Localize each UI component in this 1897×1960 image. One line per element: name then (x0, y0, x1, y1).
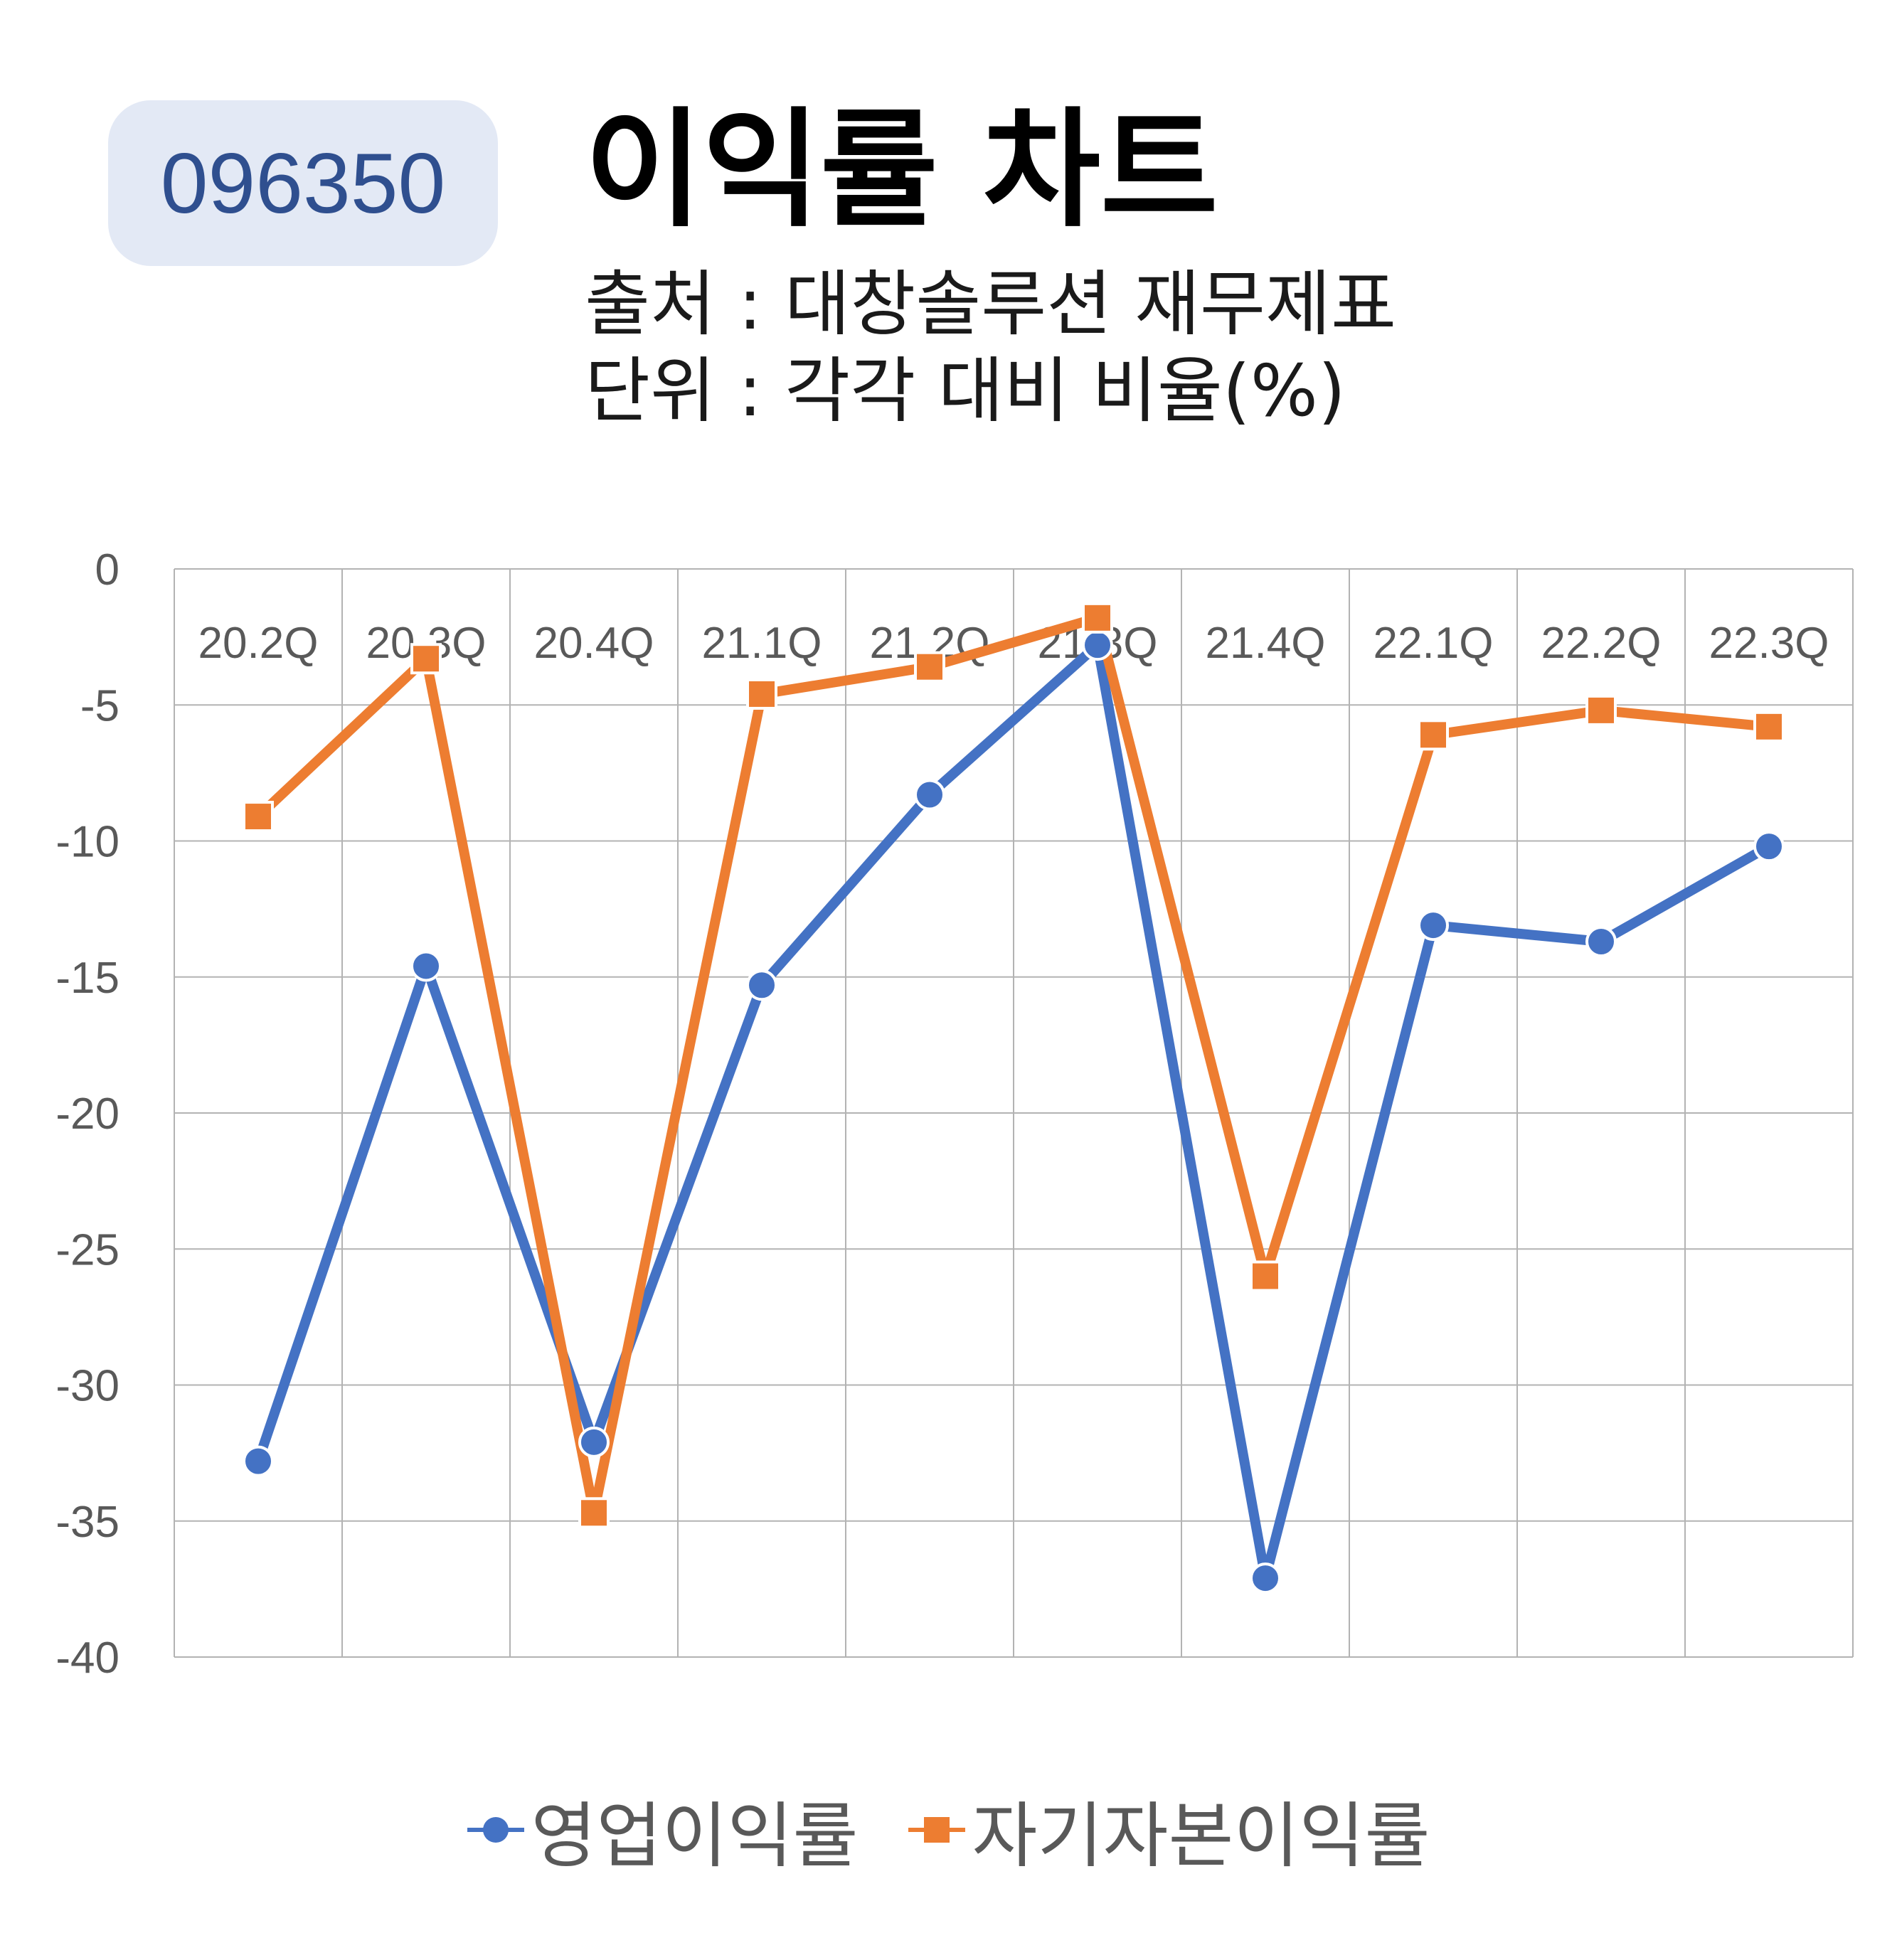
legend-label: 자기자본이익률 (972, 1794, 1430, 1878)
category-label: 22.2Q (1541, 619, 1662, 668)
data-point-circle (1753, 831, 1785, 863)
data-point-square (1250, 1260, 1281, 1292)
data-point-square (243, 801, 274, 833)
series-line-2 (255, 612, 1770, 1518)
y-tick-label: -25 (55, 1225, 119, 1274)
data-point-circle (914, 779, 945, 811)
stock-code-badge: 096350 (108, 100, 498, 266)
legend: 영업이익률 자기자본이익률 (0, 1778, 1897, 1881)
data-point-square (1753, 710, 1785, 742)
y-tick-label: -5 (80, 681, 119, 730)
data-point-square (578, 1497, 610, 1529)
y-tick-label: -30 (55, 1362, 119, 1411)
y-tick-label: -20 (55, 1090, 119, 1139)
source-text: 출처 : 대창솔루션 재무제표 (585, 262, 1397, 346)
y-axis-ticks: 0 -5 -10 -15 -20 -25 -30 -35 -40 (55, 545, 119, 1683)
data-point-square (746, 678, 777, 710)
circle-marker-icon (467, 1816, 524, 1844)
data-point-circle (1082, 629, 1113, 661)
data-point-circle (243, 1445, 274, 1477)
y-tick-label: 0 (95, 545, 119, 595)
data-point-square (410, 643, 442, 675)
data-point-circle (1250, 1562, 1281, 1594)
legend-item-roe: 자기자본이익률 (908, 1778, 1430, 1881)
data-point-circle (578, 1426, 610, 1458)
category-label: 22.1Q (1373, 619, 1494, 668)
category-label: 20.4Q (534, 619, 654, 668)
data-point-circle (746, 969, 777, 1001)
category-label: 22.3Q (1709, 619, 1829, 668)
y-tick-label: -35 (55, 1498, 119, 1547)
data-point-square (1082, 602, 1113, 634)
line-chart: 0-5-10-15-20-25-30-35-40 20.2Q20.3Q20.4Q… (55, 545, 1854, 1683)
category-label: 21.4Q (1206, 619, 1326, 668)
data-point-circle (410, 950, 442, 982)
data-point-square (1585, 694, 1617, 726)
grid-layer (174, 568, 1854, 1658)
series-layer (243, 602, 1785, 1594)
category-label: 21.1Q (702, 619, 822, 668)
chart-title: 이익률 차트 (585, 96, 1218, 245)
data-point-circle (1418, 910, 1449, 942)
data-point-circle (1585, 926, 1617, 958)
category-label: 20.2Q (198, 619, 319, 668)
legend-item-operating-margin: 영업이익률 (467, 1778, 859, 1881)
data-point-square (914, 651, 945, 683)
stock-code: 096350 (160, 135, 446, 231)
legend-label: 영업이익률 (531, 1794, 859, 1878)
series-line-1 (253, 640, 1772, 1584)
square-marker-icon (908, 1816, 965, 1844)
category-labels: 20.2Q20.3Q20.4Q21.1Q21.2Q21.3Q21.4Q22.1Q… (198, 619, 1829, 668)
data-point-square (1418, 719, 1449, 751)
unit-text: 단위 : 각각 대비 비율(%) (585, 349, 1346, 432)
y-tick-label: -40 (55, 1634, 119, 1683)
y-tick-label: -10 (55, 818, 119, 867)
y-tick-label: -15 (55, 954, 119, 1003)
